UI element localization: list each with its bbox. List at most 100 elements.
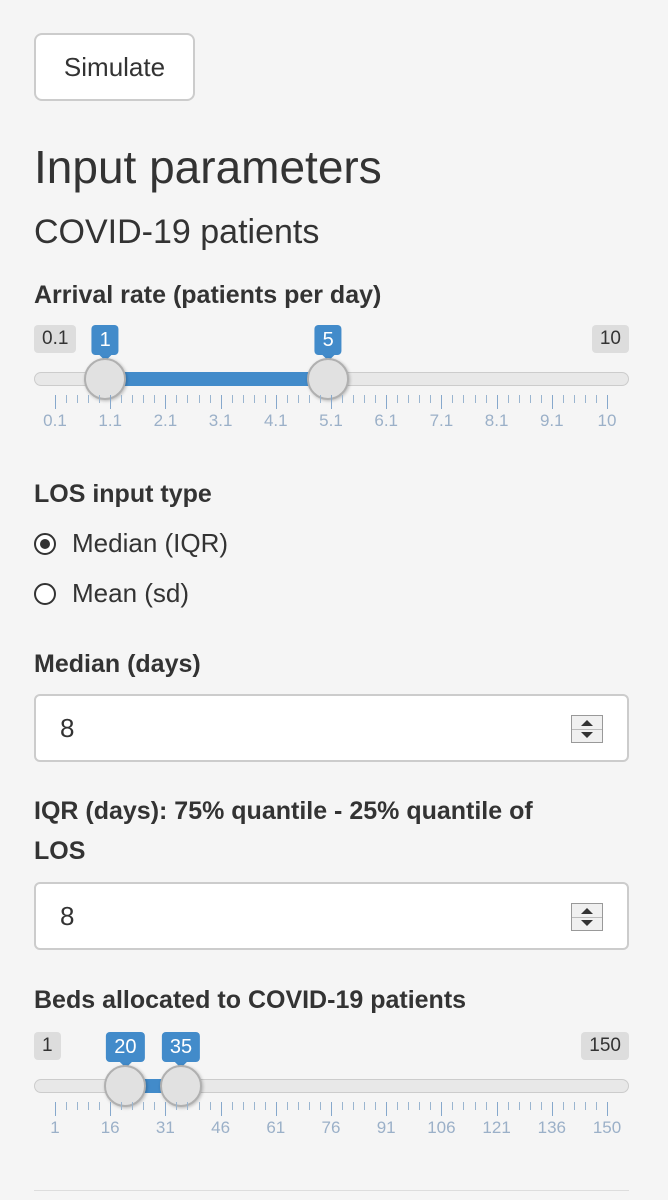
median-input[interactable]: 8 <box>34 694 629 762</box>
slider-minor-tick <box>242 1102 244 1110</box>
slider-minor-tick <box>540 1102 542 1110</box>
number-spinner-icon[interactable] <box>571 715 603 743</box>
slider-high-value: 5 <box>314 325 342 361</box>
slider-max-label: 10 <box>591 325 629 353</box>
slider-minor-tick <box>99 395 101 403</box>
slider-min-label: 0.1 <box>34 325 77 353</box>
section-title: Input parameters <box>34 141 382 193</box>
slider-tick-label: 1.1 <box>98 411 123 430</box>
slider-minor-tick <box>518 395 520 403</box>
slider-low-handle[interactable] <box>104 1065 147 1107</box>
slider-tick-label: 150 <box>592 1118 622 1137</box>
slider-major-tick <box>220 1102 222 1116</box>
slider-minor-tick <box>132 1102 134 1110</box>
slider-minor-tick <box>209 395 211 403</box>
slider-minor-tick <box>419 1102 421 1110</box>
slider-minor-tick <box>529 1102 531 1110</box>
slider-minor-tick <box>474 1102 476 1110</box>
slider-major-tick <box>220 395 222 409</box>
slider-minor-tick <box>77 395 79 403</box>
slider-tick-label: 91 <box>376 1118 396 1137</box>
slider-tick-label: 10 <box>597 411 617 430</box>
slider-minor-tick <box>264 395 266 403</box>
beds-slider[interactable]: 1 150 20 35 1 16 31 46 61 76 91 106 121 136 150 <box>34 1032 629 1152</box>
slider-tick-label: 6.1 <box>374 411 399 430</box>
slider-minor-tick <box>485 1102 487 1110</box>
slider-minor-tick <box>474 395 476 403</box>
slider-major-tick <box>551 395 553 409</box>
slider-low-handle[interactable] <box>84 358 127 400</box>
slider-minor-tick <box>121 395 123 403</box>
spinner-up-icon[interactable] <box>581 908 593 914</box>
slider-minor-tick <box>408 1102 410 1110</box>
slider-major-tick <box>386 1102 388 1116</box>
iqr-input[interactable]: 8 <box>34 882 629 950</box>
slider-major-tick <box>165 1102 167 1116</box>
slider-minor-tick <box>584 395 586 403</box>
radio-mean-sd[interactable]: Mean (sd) <box>34 578 189 609</box>
number-spinner-icon[interactable] <box>571 903 603 931</box>
slider-minor-tick <box>562 395 564 403</box>
spinner-up-icon[interactable] <box>581 720 593 726</box>
radio-button-checked[interactable] <box>34 532 56 555</box>
slider-minor-tick <box>198 395 200 403</box>
spinner-down-icon[interactable] <box>581 732 593 738</box>
slider-tick-label: 61 <box>266 1118 286 1137</box>
slider-minor-tick <box>286 395 288 403</box>
arrival-rate-label: Arrival rate (patients per day) <box>34 281 382 309</box>
slider-minor-tick <box>121 1102 123 1110</box>
slider-high-handle[interactable] <box>307 358 350 400</box>
slider-minor-tick <box>297 395 299 403</box>
slider-major-tick <box>496 1102 498 1116</box>
slider-minor-tick <box>154 1102 156 1110</box>
slider-major-tick <box>165 395 167 409</box>
spinner-down-icon[interactable] <box>581 920 593 926</box>
slider-minor-tick <box>308 1102 310 1110</box>
slider-tick-label: 106 <box>427 1118 456 1137</box>
slider-range-bar <box>105 372 329 386</box>
slider-minor-tick <box>253 1102 255 1110</box>
slider-minor-tick <box>430 1102 432 1110</box>
slider-major-tick <box>110 395 112 409</box>
slider-minor-tick <box>286 1102 288 1110</box>
slider-tick-label: 0.1 <box>43 411 67 430</box>
slider-minor-tick <box>408 395 410 403</box>
slider-minor-tick <box>253 395 255 403</box>
slider-major-tick <box>441 1102 443 1116</box>
slider-min-label: 1 <box>34 1032 61 1060</box>
slider-minor-tick <box>595 395 597 403</box>
slider-minor-tick <box>66 1102 68 1110</box>
iqr-label-line2: LOS <box>34 837 86 865</box>
slider-high-handle[interactable] <box>159 1065 202 1107</box>
slider-minor-tick <box>198 1102 200 1110</box>
slider-minor-tick <box>463 395 465 403</box>
iqr-label-line1: IQR (days): 75% quantile - 25% quantile … <box>34 797 533 825</box>
slider-minor-tick <box>342 1102 344 1110</box>
iqr-label: IQR (days): 75% quantile - 25% quantile … <box>34 791 533 871</box>
slider-tick-label: 31 <box>155 1118 175 1137</box>
slider-minor-tick <box>209 1102 211 1110</box>
radio-button-unchecked[interactable] <box>34 582 56 605</box>
slider-minor-tick <box>595 1102 597 1110</box>
radio-median-iqr[interactable]: Median (IQR) <box>34 528 228 559</box>
slider-major-tick <box>496 395 498 409</box>
slider-major-tick <box>55 395 56 409</box>
slider-tick-label: 1 <box>50 1118 60 1137</box>
slider-minor-tick <box>529 395 531 403</box>
slider-minor-tick <box>187 1102 189 1110</box>
slider-major-tick <box>331 1102 332 1116</box>
slider-minor-tick <box>562 1102 564 1110</box>
arrival-rate-slider[interactable]: 0.1 10 1 5 0.1 1.1 2.1 3.1 4.1 5.1 6.1 7.1 8.1 9.… <box>34 325 629 445</box>
slider-major-tick <box>110 1102 112 1116</box>
slider-minor-tick <box>364 395 366 403</box>
slider-minor-tick <box>353 1102 355 1110</box>
slider-major-tick <box>331 395 332 409</box>
slider-minor-tick <box>430 395 432 403</box>
slider-major-tick <box>607 395 608 409</box>
los-type-label: LOS input type <box>34 480 212 508</box>
slider-tick-label: 2.1 <box>153 411 178 430</box>
slider-tick-label: 5.1 <box>319 411 343 430</box>
slider-minor-tick <box>573 395 575 403</box>
simulate-button[interactable]: Simulate <box>34 33 195 101</box>
slider-minor-tick <box>584 1102 586 1110</box>
